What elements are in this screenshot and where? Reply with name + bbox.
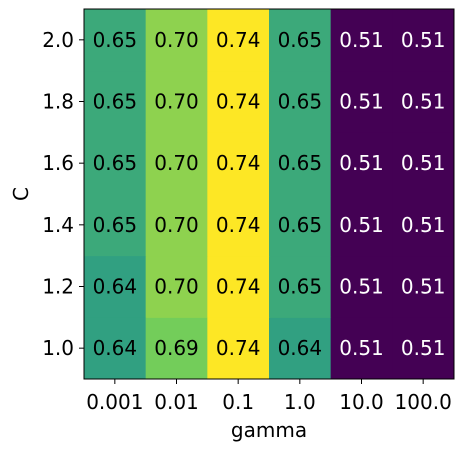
heatmap-cell <box>207 70 270 133</box>
cell-value-label: 0.64 <box>93 336 138 360</box>
cell-value-label: 0.70 <box>154 28 199 52</box>
heatmap-cell <box>84 132 147 195</box>
heatmap-cell <box>269 9 332 72</box>
heatmap-cell-labels: 0.64 0.69 0.74 0.64 0.51 0.51 0.64 0.70 0.74 0.65… <box>93 28 446 360</box>
cell-value-label: 0.51 <box>401 90 446 114</box>
cell-value-label: 0.70 <box>154 275 199 299</box>
y-tick-label: 1.8 <box>42 90 74 114</box>
cell-value-label: 0.65 <box>93 28 138 52</box>
cell-value-label: 0.65 <box>93 151 138 175</box>
cell-value-label: 0.74 <box>216 336 261 360</box>
heatmap-cell <box>145 255 208 318</box>
heatmap-cell <box>392 194 455 257</box>
heatmap-cell <box>392 255 455 318</box>
cell-value-label: 0.65 <box>93 213 138 237</box>
y-axis-label: C <box>9 187 33 201</box>
y-tick-label: 1.2 <box>42 275 74 299</box>
heatmap-cell <box>392 9 455 72</box>
x-axis-ticks: 0.001 0.01 0.1 1.0 10.0 100.0 <box>86 379 452 414</box>
heatmap-cell <box>145 70 208 133</box>
cell-value-label: 0.51 <box>401 28 446 52</box>
y-tick-label: 1.4 <box>42 213 74 237</box>
heatmap-cell <box>330 255 393 318</box>
cell-value-label: 0.69 <box>154 336 199 360</box>
heatmap-cell <box>269 132 332 195</box>
x-tick-label: 0.001 <box>86 390 143 414</box>
heatmap-cell <box>145 132 208 195</box>
heatmap-cell <box>145 317 208 380</box>
x-axis-label: gamma <box>231 418 307 442</box>
heatmap-cell <box>269 70 332 133</box>
heatmap-cell <box>207 255 270 318</box>
cell-value-label: 0.64 <box>278 336 323 360</box>
cell-value-label: 0.51 <box>401 275 446 299</box>
cell-value-label: 0.74 <box>216 275 261 299</box>
cell-value-label: 0.74 <box>216 151 261 175</box>
cell-value-label: 0.74 <box>216 90 261 114</box>
heatmap-cell <box>145 9 208 72</box>
heatmap-cell <box>269 255 332 318</box>
heatmap-cell <box>207 194 270 257</box>
cell-value-label: 0.51 <box>339 90 384 114</box>
plot-frame <box>83 8 455 380</box>
heatmap-cell <box>84 9 147 72</box>
heatmap-cell <box>207 317 270 380</box>
cell-value-label: 0.65 <box>93 90 138 114</box>
heatmap-cell <box>392 132 455 195</box>
x-tick-label: 10.0 <box>339 390 384 414</box>
heatmap-cell <box>392 70 455 133</box>
heatmap-cell <box>269 194 332 257</box>
heatmap-cell <box>330 9 393 72</box>
cell-value-label: 0.51 <box>401 213 446 237</box>
cell-value-label: 0.51 <box>339 336 384 360</box>
heatmap-cell <box>330 194 393 257</box>
cell-value-label: 0.74 <box>216 213 261 237</box>
cell-value-label: 0.51 <box>401 336 446 360</box>
heatmap-cell <box>84 70 147 133</box>
cell-value-label: 0.65 <box>278 275 323 299</box>
cell-value-label: 0.65 <box>278 90 323 114</box>
heatmap-cell <box>84 317 147 380</box>
x-tick-label: 0.01 <box>154 390 199 414</box>
cell-value-label: 0.51 <box>401 151 446 175</box>
cell-value-label: 0.51 <box>339 151 384 175</box>
y-tick-label: 1.0 <box>42 336 74 360</box>
heatmap-cell <box>84 194 147 257</box>
cell-value-label: 0.51 <box>339 213 384 237</box>
cell-value-label: 0.70 <box>154 151 199 175</box>
x-tick-label: 0.1 <box>222 390 254 414</box>
heatmap-cell <box>84 255 147 318</box>
cell-value-label: 0.51 <box>339 28 384 52</box>
cell-value-label: 0.74 <box>216 28 261 52</box>
y-tick-label: 1.6 <box>42 151 74 175</box>
cell-value-label: 0.70 <box>154 213 199 237</box>
heatmap-cell <box>330 132 393 195</box>
cell-value-label: 0.65 <box>278 151 323 175</box>
x-tick-label: 1.0 <box>284 390 316 414</box>
heatmap-cells <box>84 9 455 380</box>
cell-value-label: 0.65 <box>278 213 323 237</box>
heatmap-cell <box>207 9 270 72</box>
y-tick-label: 2.0 <box>42 28 74 52</box>
heatmap-cell <box>330 317 393 380</box>
heatmap-cell <box>207 132 270 195</box>
heatmap-cell <box>330 70 393 133</box>
cell-value-label: 0.65 <box>278 28 323 52</box>
y-axis-ticks: 1.0 1.2 1.4 1.6 1.8 2.0 <box>42 28 84 360</box>
heatmap-cell <box>145 194 208 257</box>
cell-value-label: 0.51 <box>339 275 384 299</box>
x-tick-label: 100.0 <box>395 390 452 414</box>
cell-value-label: 0.64 <box>93 275 138 299</box>
heatmap-cell <box>392 317 455 380</box>
heatmap-cell <box>269 317 332 380</box>
cell-value-label: 0.70 <box>154 90 199 114</box>
